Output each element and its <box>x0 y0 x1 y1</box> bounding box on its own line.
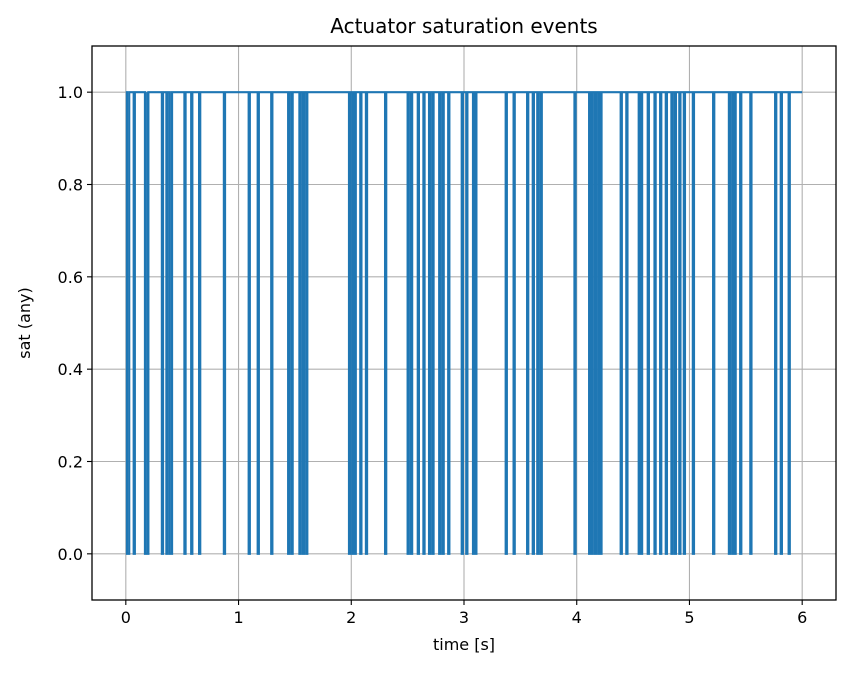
x-tick-label: 2 <box>346 608 356 627</box>
x-tick-label: 6 <box>797 608 807 627</box>
ticks: 0 1 2 3 4 5 6 0.0 0.2 0.4 0.6 0.8 1.0 <box>58 83 808 627</box>
y-tick-label: 0.2 <box>58 453 83 472</box>
series-layer <box>125 91 803 555</box>
y-tick-label: 0.0 <box>58 545 83 564</box>
grid <box>92 46 836 600</box>
y-tick-label: 0.4 <box>58 360 83 379</box>
x-tick-label: 4 <box>572 608 582 627</box>
x-axis-title: time [s] <box>433 635 495 654</box>
y-tick-label: 1.0 <box>58 83 83 102</box>
x-tick-label: 0 <box>121 608 131 627</box>
y-tick-label: 0.8 <box>58 176 83 195</box>
x-tick-label: 5 <box>684 608 694 627</box>
chart-title: Actuator saturation events <box>330 14 597 38</box>
y-tick-label: 0.6 <box>58 268 83 287</box>
series-line <box>125 91 803 555</box>
x-tick-label: 3 <box>459 608 469 627</box>
x-tick-label: 1 <box>233 608 243 627</box>
y-axis-title: sat (any) <box>15 287 34 358</box>
